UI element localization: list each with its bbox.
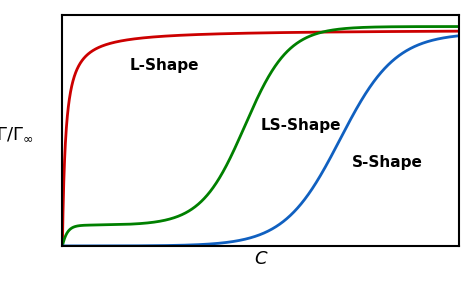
Text: S-Shape: S-Shape (352, 156, 423, 170)
Text: LS-Shape: LS-Shape (261, 119, 341, 134)
Text: L-Shape: L-Shape (130, 58, 200, 73)
Text: $\mathit{\Gamma/\Gamma_\infty}$: $\mathit{\Gamma/\Gamma_\infty}$ (0, 125, 33, 143)
X-axis label: C: C (255, 250, 267, 268)
